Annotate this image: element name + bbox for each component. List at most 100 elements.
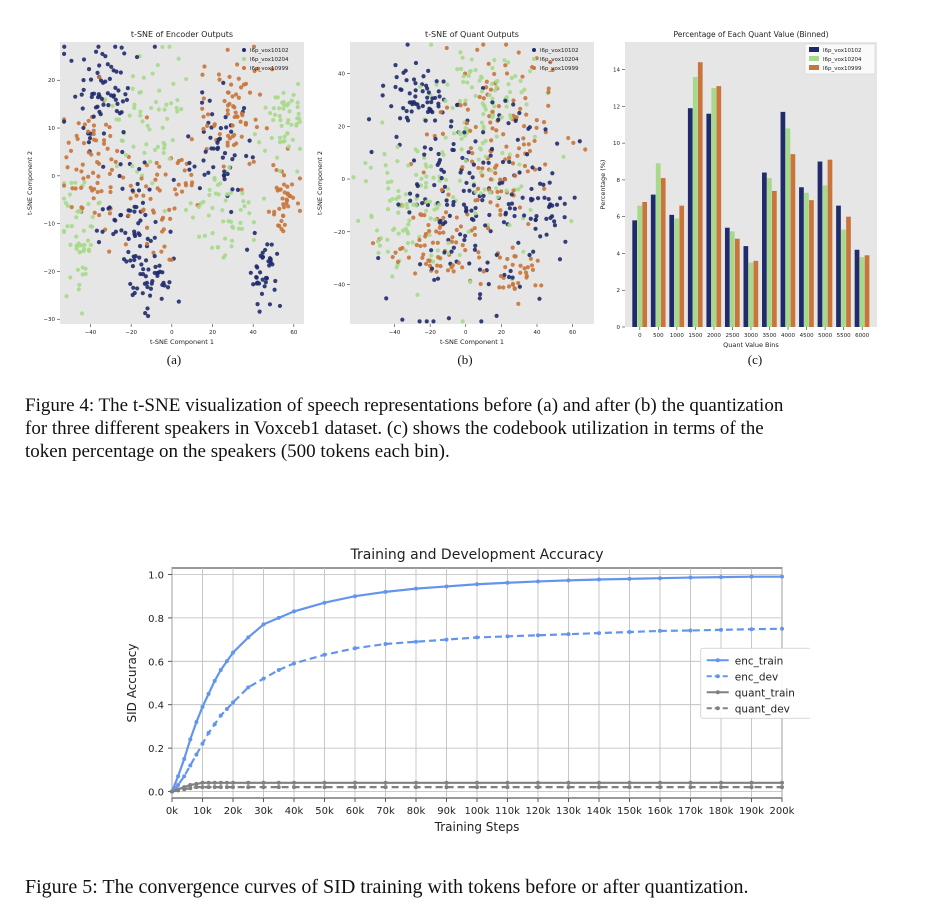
- scatter-point: [421, 170, 426, 175]
- scatter-point: [443, 98, 448, 103]
- scatter-point: [252, 230, 257, 236]
- data-point: [353, 646, 357, 651]
- bar: [632, 220, 638, 327]
- scatter-point: [82, 122, 88, 127]
- scatter-point: [222, 98, 227, 104]
- bar: [650, 194, 656, 327]
- bar: [846, 216, 851, 327]
- scatter-point: [503, 177, 508, 182]
- scatter-point: [432, 182, 437, 188]
- scatter-point: [477, 296, 482, 301]
- scatter-point: [150, 181, 155, 186]
- scatter-point: [434, 82, 439, 87]
- scatter-point: [463, 158, 469, 164]
- scatter-point: [155, 273, 160, 278]
- y-tick-label: 0.8: [148, 614, 164, 625]
- bar: [687, 108, 693, 328]
- scatter-point: [174, 192, 179, 197]
- bar: [799, 187, 804, 327]
- scatter-point: [428, 164, 434, 169]
- scatter-point: [444, 202, 450, 207]
- scatter-point: [235, 187, 241, 192]
- x-tick-label: 500: [653, 333, 664, 339]
- scatter-point: [423, 208, 429, 213]
- scatter-point: [490, 109, 495, 114]
- y-tick-label: 40: [338, 72, 345, 78]
- scatter-point: [279, 226, 284, 232]
- scatter-point: [277, 303, 283, 309]
- scatter-point: [230, 187, 235, 192]
- legend-label: enc_train: [735, 655, 784, 667]
- scatter-point: [414, 182, 420, 187]
- scatter-point: [88, 77, 94, 82]
- scatter-point: [86, 140, 92, 145]
- scatter-point: [385, 206, 391, 212]
- scatter-point: [144, 225, 150, 230]
- scatter-point: [422, 152, 427, 157]
- scatter-point: [458, 132, 463, 137]
- scatter-point: [227, 74, 232, 79]
- scatter-point: [227, 165, 232, 170]
- scatter-point: [415, 292, 420, 297]
- scatter-point: [481, 269, 486, 274]
- data-point: [566, 632, 571, 637]
- legend-marker: [532, 57, 536, 61]
- scatter-point: [479, 75, 484, 80]
- bar: [679, 205, 685, 327]
- scatter-point: [284, 197, 289, 202]
- scatter-point: [107, 211, 113, 216]
- x-tick-label: 20: [498, 330, 505, 336]
- scatter-point: [438, 110, 443, 115]
- scatter-point: [116, 117, 122, 122]
- scatter-point: [96, 44, 101, 49]
- scatter-point: [413, 147, 418, 152]
- scatter-point: [230, 94, 235, 99]
- scatter-point: [275, 251, 280, 256]
- scatter-point: [184, 76, 189, 82]
- scatter-point: [197, 234, 202, 239]
- scatter-point: [271, 106, 276, 111]
- scatter-point: [93, 49, 99, 54]
- scatter-point: [432, 277, 437, 283]
- scatter-point: [111, 231, 116, 237]
- scatter-point: [529, 186, 534, 192]
- scatter-point: [277, 168, 282, 174]
- scatter-point: [131, 144, 136, 149]
- scatter-point: [101, 131, 107, 136]
- scatter-point: [128, 258, 133, 263]
- scatter-point: [132, 233, 138, 239]
- scatter-point: [226, 90, 231, 95]
- scatter-point: [496, 117, 501, 122]
- scatter-point: [512, 286, 517, 291]
- scatter-point: [212, 123, 217, 128]
- scatter-point: [135, 286, 140, 291]
- scatter-point: [96, 174, 101, 179]
- scatter-point: [461, 79, 466, 84]
- scatter-point: [534, 214, 539, 219]
- x-tick-label: 6000: [855, 333, 869, 339]
- scatter-point: [113, 44, 118, 49]
- data-point: [749, 785, 754, 790]
- scatter-point: [95, 70, 100, 75]
- scatter-point: [86, 118, 91, 123]
- scatter-point: [130, 292, 135, 298]
- scatter-point: [201, 199, 206, 204]
- scatter-point: [419, 212, 424, 218]
- scatter-point: [407, 218, 412, 223]
- data-point: [475, 582, 479, 587]
- scatter-point: [148, 196, 153, 202]
- x-tick-label: 200k: [770, 806, 795, 817]
- scatter-point: [504, 188, 509, 193]
- scatter-point: [460, 265, 465, 270]
- data-point: [206, 691, 211, 696]
- scatter-point: [506, 274, 512, 280]
- scatter-point: [427, 263, 433, 268]
- scatter-point: [566, 135, 571, 141]
- scatter-point: [285, 120, 290, 125]
- scatter-point: [550, 171, 555, 176]
- scatter-point: [463, 126, 468, 131]
- scatter-point: [483, 154, 488, 159]
- scatter-point: [437, 94, 442, 99]
- scatter-point: [125, 86, 130, 91]
- scatter-point: [503, 265, 508, 270]
